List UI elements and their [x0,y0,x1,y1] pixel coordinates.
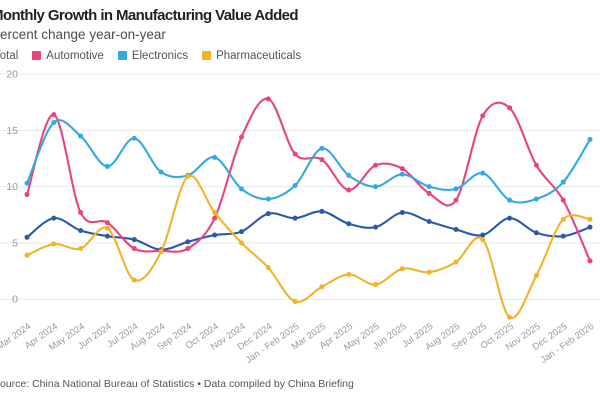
svg-text:0: 0 [12,294,18,306]
svg-text:10: 10 [6,181,18,193]
svg-text:20: 20 [6,69,18,81]
svg-text:5: 5 [12,237,18,249]
svg-text:15: 15 [6,125,18,137]
